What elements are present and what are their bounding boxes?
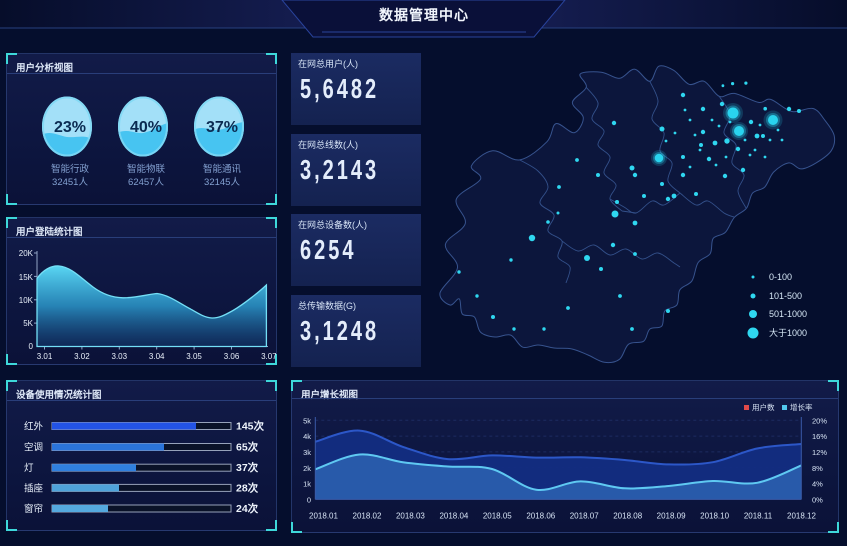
svg-text:2018.07: 2018.07 bbox=[570, 512, 599, 521]
svg-text:16%: 16% bbox=[812, 432, 827, 441]
svg-text:0: 0 bbox=[29, 342, 34, 351]
svg-text:5K: 5K bbox=[23, 319, 33, 328]
svg-text:2018.02: 2018.02 bbox=[353, 512, 382, 521]
svg-text:4%: 4% bbox=[812, 480, 823, 489]
svg-text:3k: 3k bbox=[303, 448, 311, 457]
svg-text:10K: 10K bbox=[19, 296, 34, 305]
svg-text:2018.03: 2018.03 bbox=[396, 512, 425, 521]
svg-text:8%: 8% bbox=[812, 464, 823, 473]
svg-text:12%: 12% bbox=[812, 448, 827, 457]
svg-text:2k: 2k bbox=[303, 464, 311, 473]
svg-text:灯: 灯 bbox=[24, 463, 34, 474]
svg-text:用户数: 用户数 bbox=[752, 402, 775, 412]
svg-text:145次: 145次 bbox=[236, 420, 265, 433]
svg-text:23%: 23% bbox=[54, 119, 86, 136]
svg-text:数据管理中心: 数据管理中心 bbox=[379, 7, 469, 23]
svg-text:3.01: 3.01 bbox=[37, 352, 53, 361]
svg-text:0%: 0% bbox=[812, 495, 823, 504]
svg-text:3.03: 3.03 bbox=[112, 352, 128, 361]
svg-text:0: 0 bbox=[307, 495, 311, 504]
svg-text:2018.04: 2018.04 bbox=[439, 512, 468, 521]
svg-text:15K: 15K bbox=[19, 273, 34, 282]
svg-text:增长率: 增长率 bbox=[790, 402, 813, 412]
svg-text:2018.06: 2018.06 bbox=[526, 512, 555, 521]
svg-text:4k: 4k bbox=[303, 432, 311, 441]
svg-text:智能行政: 智能行政 bbox=[51, 163, 90, 175]
svg-text:2018.10: 2018.10 bbox=[700, 512, 729, 521]
svg-text:3.02: 3.02 bbox=[74, 352, 90, 361]
svg-text:大于1000: 大于1000 bbox=[769, 327, 807, 338]
svg-text:40%: 40% bbox=[130, 119, 162, 136]
svg-text:2018.01: 2018.01 bbox=[309, 512, 338, 521]
svg-text:32451人: 32451人 bbox=[52, 177, 88, 188]
svg-text:空调: 空调 bbox=[24, 442, 43, 454]
svg-text:37%: 37% bbox=[206, 119, 238, 136]
svg-text:2018.12: 2018.12 bbox=[787, 512, 816, 521]
svg-text:65次: 65次 bbox=[236, 441, 259, 454]
svg-text:2018.08: 2018.08 bbox=[613, 512, 642, 521]
svg-text:3.05: 3.05 bbox=[186, 352, 202, 361]
svg-text:1k: 1k bbox=[303, 480, 311, 489]
svg-text:窗帘: 窗帘 bbox=[24, 503, 43, 515]
svg-text:3.06: 3.06 bbox=[224, 352, 240, 361]
svg-text:插座: 插座 bbox=[24, 483, 44, 495]
svg-text:62457人: 62457人 bbox=[128, 177, 164, 188]
svg-text:2018.05: 2018.05 bbox=[483, 512, 512, 521]
svg-text:2018.11: 2018.11 bbox=[744, 512, 773, 521]
svg-text:20%: 20% bbox=[812, 416, 827, 425]
svg-text:0-100: 0-100 bbox=[769, 272, 792, 282]
svg-text:28次: 28次 bbox=[236, 482, 259, 495]
svg-text:3.04: 3.04 bbox=[149, 352, 165, 361]
svg-text:2018.09: 2018.09 bbox=[657, 512, 686, 521]
svg-text:37次: 37次 bbox=[236, 461, 259, 474]
svg-text:24次: 24次 bbox=[236, 502, 259, 515]
svg-text:智能物联: 智能物联 bbox=[127, 163, 166, 175]
svg-text:101-500: 101-500 bbox=[769, 291, 802, 301]
svg-text:5k: 5k bbox=[303, 416, 311, 425]
svg-text:3.07: 3.07 bbox=[261, 352, 276, 361]
svg-text:501-1000: 501-1000 bbox=[769, 309, 807, 319]
svg-text:32145人: 32145人 bbox=[204, 177, 240, 188]
svg-text:20K: 20K bbox=[19, 249, 34, 258]
svg-text:智能通讯: 智能通讯 bbox=[203, 163, 242, 175]
svg-text:红外: 红外 bbox=[24, 421, 44, 433]
